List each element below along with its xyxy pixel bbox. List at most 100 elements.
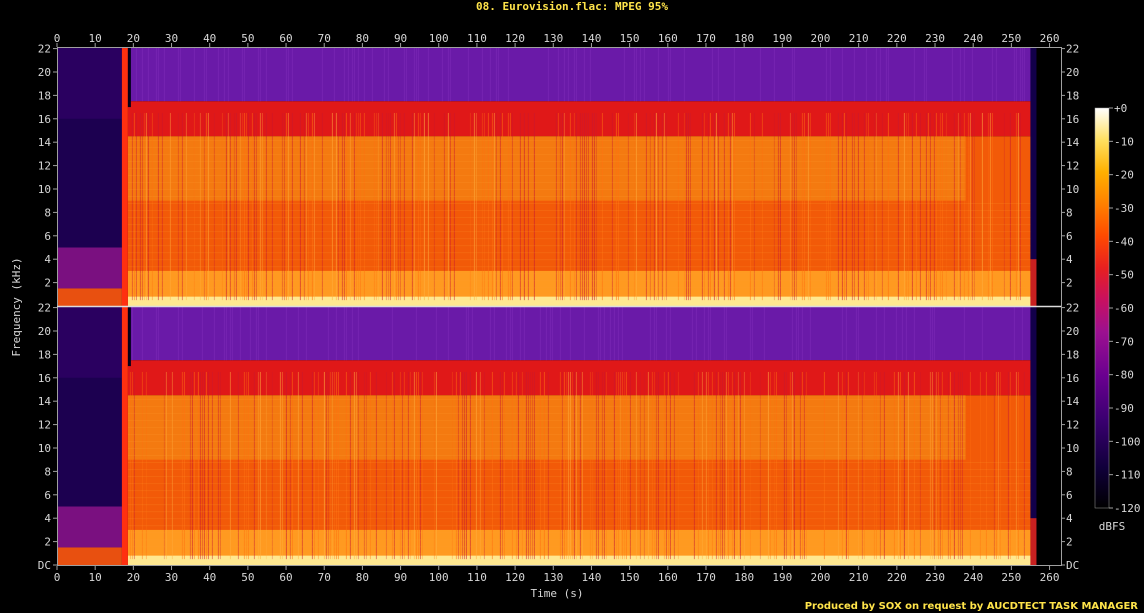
spec-streak (933, 371, 935, 560)
spec-streak (961, 371, 963, 560)
spec-streak (305, 112, 307, 301)
spec-top-streak (223, 48, 225, 102)
spec-top-streak (357, 307, 359, 361)
spec-harmonic (127, 462, 1031, 464)
spec-streak (133, 371, 135, 560)
spec-top-streak (865, 48, 867, 102)
spec-streak (181, 371, 183, 560)
spec-harmonic (127, 497, 1031, 499)
spec-top-streak (635, 48, 637, 102)
spec-streak (663, 112, 665, 301)
spec-streak (731, 112, 733, 301)
spec-streak (265, 112, 267, 301)
spec-top-streak (691, 307, 693, 361)
spec-top-streak (321, 48, 323, 102)
spec-harmonic (127, 504, 1031, 506)
spec-streak (335, 112, 337, 301)
spec-streak (469, 112, 471, 301)
spec-streak (689, 112, 691, 301)
spec-streak (567, 371, 569, 560)
spec-top-streak (449, 48, 451, 102)
spec-streak (569, 371, 571, 560)
spec-streak (1009, 112, 1011, 301)
spec-streak (411, 112, 413, 301)
x-tick-label-top: 190 (772, 32, 792, 45)
spec-top-streak (217, 48, 219, 102)
spec-streak (139, 112, 141, 301)
y-tick-label-right: 22 (1066, 43, 1079, 56)
spec-streak (257, 371, 259, 560)
spec-streak (417, 112, 419, 301)
spec-streak (777, 112, 779, 301)
colorbar-tick-label: -10 (1114, 135, 1134, 148)
spec-streak (373, 112, 375, 301)
spec-harmonic (127, 153, 966, 155)
spec-top-streak (181, 307, 183, 361)
spec-intro-bass (57, 547, 122, 565)
spec-streak (177, 112, 179, 301)
spec-streak (1003, 112, 1005, 301)
spec-streak (157, 112, 159, 301)
spec-top-streak (717, 48, 719, 102)
spec-streak (357, 371, 359, 560)
spec-streak (591, 112, 593, 301)
spec-streak (523, 112, 525, 301)
spec-streak (823, 371, 825, 560)
spec-streak (925, 112, 927, 301)
spec-streak (807, 112, 809, 301)
spec-tail (1030, 48, 1037, 306)
spec-streak (723, 371, 725, 560)
spec-harmonic (127, 139, 966, 141)
spec-streak (729, 112, 731, 301)
spec-streak (335, 371, 337, 560)
x-tick-label-bottom: 130 (543, 571, 563, 584)
spec-top-streak (853, 48, 855, 102)
spec-streak (591, 371, 593, 560)
spec-top-streak (551, 307, 553, 361)
spec-streak (1019, 112, 1021, 301)
spec-streak (655, 371, 657, 560)
spec-streak (255, 112, 257, 301)
chart-title: 08. Eurovision.flac: MPEG 95% (476, 0, 668, 13)
spec-streak (407, 371, 409, 560)
spec-streak (165, 371, 167, 560)
spec-harmonic (127, 196, 966, 198)
spec-top-streak (711, 48, 713, 102)
spec-top-streak (959, 48, 961, 102)
spec-top-streak (597, 307, 599, 361)
spec-top-streak (879, 48, 881, 102)
spec-top-streak (725, 307, 727, 361)
y-tick-label-right: DC (1066, 559, 1079, 572)
spec-streak (475, 371, 477, 560)
spec-streak (615, 371, 617, 560)
x-tick-label-top: 210 (849, 32, 869, 45)
spec-onset-gap (127, 307, 131, 367)
spec-top-streak (243, 48, 245, 102)
spec-streak (337, 371, 339, 560)
y-tick-label-left: 18 (38, 348, 51, 361)
spec-top-streak (583, 307, 585, 361)
spec-streak (327, 371, 329, 560)
spec-top-streak (489, 307, 491, 361)
spec-streak (313, 112, 315, 301)
spec-streak (635, 371, 637, 560)
spec-streak (785, 371, 787, 560)
spec-streak (211, 371, 213, 560)
spec-streak (329, 371, 331, 560)
spec-top-streak (155, 307, 157, 361)
spec-top-streak (825, 48, 827, 102)
x-tick-label-bottom: 10 (89, 571, 102, 584)
spec-streak (423, 112, 425, 301)
spec-top-streak (467, 48, 469, 102)
spec-streak (677, 112, 679, 301)
y-tick-label-left: 12 (38, 160, 51, 173)
spec-streak (201, 371, 203, 560)
spec-streak (333, 371, 335, 560)
spec-streak (227, 112, 229, 301)
spec-harmonic (127, 287, 1031, 289)
spec-streak (565, 371, 567, 560)
x-tick-label-top: 150 (620, 32, 640, 45)
spec-streak (919, 371, 921, 560)
spec-streak (131, 112, 133, 301)
spec-streak (283, 112, 285, 301)
